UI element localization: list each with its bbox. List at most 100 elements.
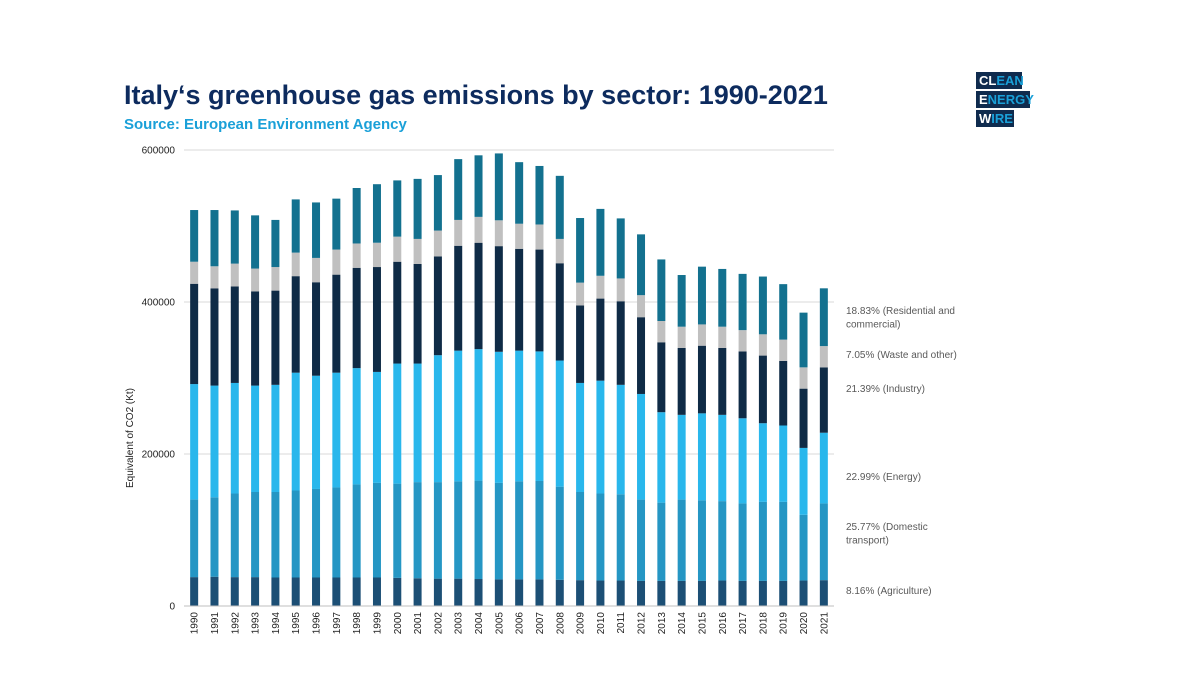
chart-source: Source: European Environment Agency [124, 116, 407, 133]
bar-stack-2011 [616, 218, 625, 606]
x-tick-label: 2009 [576, 612, 587, 635]
bar-segment [332, 487, 341, 578]
x-tick-label: 2019 [779, 612, 790, 635]
bar-stack-1998 [352, 188, 361, 606]
bar-segment [677, 499, 686, 581]
bar-segment [515, 223, 524, 249]
bar-segment [372, 242, 381, 268]
bar-stack-2009 [576, 218, 585, 606]
y-tick-label: 400000 [142, 298, 176, 309]
bar-segment [393, 483, 402, 578]
bar-segment [393, 236, 402, 262]
bar-segment [718, 501, 727, 581]
x-tick-label: 2006 [515, 612, 526, 635]
bar-segment [190, 577, 199, 606]
bar-segment [555, 238, 564, 264]
bar-segment [758, 580, 767, 606]
bar-segment [819, 432, 828, 504]
x-tick-label: 1995 [291, 612, 302, 635]
bar-segment [799, 580, 808, 606]
x-tick-label: 2021 [819, 612, 830, 635]
bar-segment [697, 324, 706, 346]
bar-segment [718, 347, 727, 415]
bar-segment [799, 367, 808, 389]
x-tick-label: 1990 [190, 612, 201, 635]
bar-segment [251, 385, 260, 492]
logo-line-clean: CLEAN [976, 72, 1024, 89]
bar-segment [779, 360, 788, 426]
bar-segment [210, 266, 219, 289]
bar-segment [718, 580, 727, 606]
bar-segment [697, 266, 706, 325]
bar-segment [352, 188, 361, 244]
x-tick-label: 2002 [433, 612, 444, 635]
bar-stack-2013 [657, 259, 666, 606]
bar-segment [596, 275, 605, 299]
bar-segment [799, 312, 808, 368]
x-tick-label: 2001 [413, 612, 424, 635]
bar-segment [312, 577, 321, 606]
bar-segment [210, 385, 219, 498]
bar-segment [271, 577, 280, 606]
bar-segment [535, 579, 544, 606]
bar-segment [657, 321, 666, 343]
bar-segment [332, 198, 341, 250]
bar-segment [637, 499, 646, 581]
bar-segment [271, 492, 280, 578]
x-tick-label: 1994 [271, 612, 282, 635]
bar-stack-2002 [433, 175, 442, 606]
bar-segment [251, 268, 260, 292]
bar-segment [352, 243, 361, 268]
bar-segment [413, 482, 422, 579]
bar-segment [697, 580, 706, 606]
bar-segment [413, 264, 422, 364]
x-tick-label: 2000 [393, 612, 404, 635]
bar-stack-2001 [413, 178, 422, 606]
bar-segment [494, 220, 503, 247]
bar-segment [697, 345, 706, 414]
x-tick-label: 2012 [637, 612, 648, 635]
bar-segment [312, 375, 321, 489]
bar-segment [677, 580, 686, 606]
bar-segment [433, 578, 442, 606]
bar-segment [535, 224, 544, 250]
bar-segment [515, 162, 524, 224]
bar-segment [251, 215, 260, 269]
bar-segment [413, 578, 422, 606]
x-tick-label: 1996 [312, 612, 323, 635]
x-tick-label: 2008 [555, 612, 566, 635]
bar-stack-2003 [454, 159, 463, 606]
bar-segment [271, 267, 280, 291]
bar-segment [779, 339, 788, 361]
bar-segment [230, 263, 239, 287]
bar-segment [454, 245, 463, 351]
bar-segment [758, 501, 767, 581]
bar-segment [779, 580, 788, 606]
bar-stack-1997 [332, 198, 341, 606]
bar-segment [413, 178, 422, 239]
bar-segment [474, 349, 483, 481]
bar-segment [190, 384, 199, 500]
bar-segment [637, 234, 646, 296]
bar-segment [393, 180, 402, 237]
bar-segment [576, 218, 585, 283]
bar-stack-2020 [799, 312, 808, 606]
bar-segment [433, 230, 442, 257]
bar-segment [230, 493, 239, 578]
bar-segment [738, 503, 747, 581]
bar-segment [474, 155, 483, 217]
bar-segment [637, 393, 646, 500]
bar-segment [210, 288, 219, 386]
bar-segment [372, 577, 381, 606]
legend-entry: 7.05% (Waste and other) [846, 350, 957, 361]
bar-stack-2015 [697, 266, 706, 606]
bar-segment [616, 278, 625, 302]
bar-segment [555, 360, 564, 487]
bar-segment [576, 282, 585, 306]
bar-segment [210, 210, 219, 267]
bar-segment [677, 347, 686, 415]
bar-stack-2016 [718, 268, 727, 606]
bar-segment [352, 267, 361, 369]
x-tick-label: 2010 [596, 612, 607, 635]
bar-segment [332, 249, 341, 275]
